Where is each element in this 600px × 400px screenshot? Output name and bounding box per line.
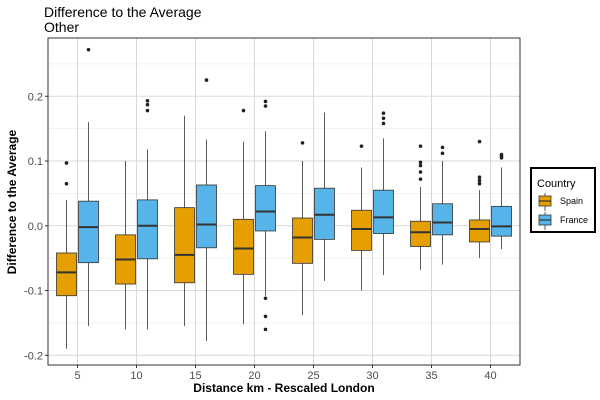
box-spain-10 (115, 161, 136, 330)
legend: Country Spain France (530, 167, 596, 233)
outlier-point (359, 144, 364, 148)
outlier-point (145, 99, 150, 103)
box-body (292, 217, 313, 264)
outlier-point (263, 99, 268, 104)
box-spain-25 (292, 141, 313, 316)
box-body (432, 203, 453, 236)
box-body (174, 207, 195, 284)
y-axis-title: Difference to the Average (5, 129, 19, 274)
outlier-point (263, 314, 268, 319)
outlier-point (418, 160, 423, 165)
box-body (196, 184, 217, 249)
outlier-point (86, 47, 91, 52)
box-spain-40 (469, 139, 490, 259)
box-spain-35 (410, 144, 431, 270)
outlier-point (381, 111, 386, 115)
x-axis: 5 10 15 20 25 30 35 40 (74, 365, 497, 382)
boxes-layer (56, 47, 512, 349)
outlier-point (263, 296, 268, 301)
outlier-point (263, 104, 268, 108)
box-spain-30 (351, 144, 372, 291)
y-tick-label: 0.0 (28, 221, 43, 233)
plot-panel (48, 38, 520, 365)
y-tick-label: 0.1 (28, 156, 43, 168)
outlier-point (499, 152, 504, 157)
x-axis-title: Distance km - Rescaled London (193, 381, 374, 395)
outlier-point (381, 116, 386, 121)
box-france-10 (137, 99, 158, 330)
box-france-35 (432, 145, 453, 265)
box-body (233, 218, 254, 275)
x-tick-label: 15 (189, 370, 201, 382)
outlier-point (477, 175, 482, 180)
outlier-point (204, 78, 209, 82)
chart-subtitle: Other (44, 19, 79, 35)
plot-border (47, 37, 521, 366)
outlier-point (64, 161, 69, 165)
outlier-point (145, 102, 150, 107)
y-tick-label: -0.1 (24, 286, 43, 298)
legend-label: Spain (560, 196, 583, 206)
outlier-point (145, 108, 150, 113)
outlier-point (440, 151, 445, 156)
box-body (56, 252, 77, 297)
legend-entry-france: France (538, 212, 588, 230)
x-tick-label: 5 (74, 370, 80, 382)
outlier-point (64, 181, 69, 186)
grid-lines (48, 38, 520, 365)
box-france-5 (78, 47, 99, 327)
box-body (491, 205, 512, 237)
outlier-point (418, 163, 423, 168)
outlier-point (381, 121, 386, 126)
x-tick-label: 25 (307, 370, 319, 382)
box-spain-5 (56, 161, 77, 349)
box-france-30 (373, 111, 394, 275)
x-tick-label: 10 (130, 370, 142, 382)
box-france-15 (196, 78, 217, 342)
box-spain-15 (174, 115, 195, 327)
y-tick-label: 0.2 (28, 91, 43, 103)
outlier-point (418, 177, 423, 181)
box-body (373, 189, 394, 234)
outlier-point (440, 145, 445, 150)
legend-title: Country (537, 178, 576, 190)
box-body (351, 209, 372, 251)
box-body (78, 200, 99, 264)
box-body (410, 220, 431, 247)
outlier-point (418, 144, 423, 148)
x-tick-label: 40 (484, 370, 496, 382)
outlier-point (241, 108, 246, 113)
box-france-20 (255, 99, 276, 332)
box-body (137, 199, 158, 260)
x-tick-label: 30 (366, 370, 378, 382)
box-spain-20 (233, 108, 254, 325)
outlier-point (300, 141, 305, 145)
legend-entry-spain: Spain (538, 193, 583, 211)
y-tick-label: -0.2 (24, 350, 43, 362)
legend-label: France (560, 215, 588, 225)
outlier-point (263, 327, 268, 332)
outlier-point (418, 170, 423, 174)
box-france-40 (491, 152, 512, 250)
outlier-point (477, 178, 482, 183)
outlier-point (477, 139, 482, 144)
box-body (255, 185, 276, 232)
box-france-25 (314, 112, 335, 281)
x-tick-label: 20 (248, 370, 260, 382)
outlier-point (477, 181, 482, 186)
x-tick-label: 35 (425, 370, 437, 382)
y-axis: -0.2 -0.1 0.0 0.1 0.2 (24, 91, 48, 362)
chart-title: Difference to the Average (44, 4, 202, 20)
box-body (469, 219, 490, 243)
